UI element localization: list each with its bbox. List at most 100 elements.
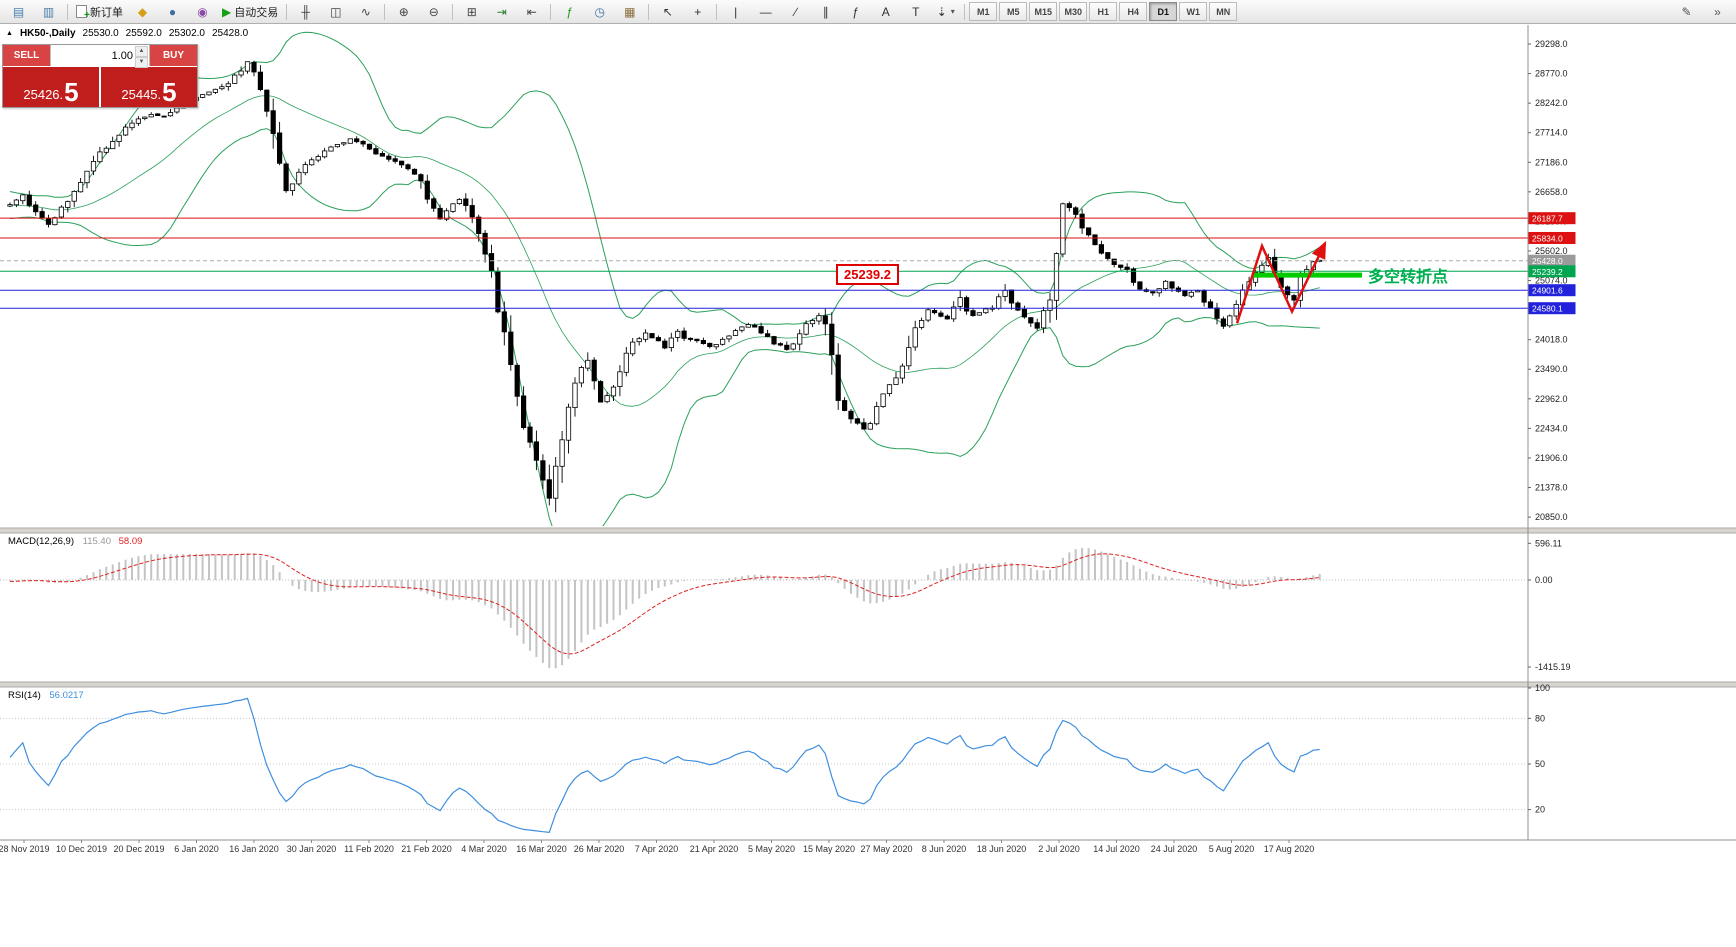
fibonacci-icon: ƒ xyxy=(852,4,860,19)
date-label: 5 May 2020 xyxy=(748,844,795,854)
date-label: 24 Jul 2020 xyxy=(1151,844,1198,854)
price-callout[interactable]: 25239.2 xyxy=(836,264,899,285)
line-chart-icon: ∿ xyxy=(360,4,371,19)
horizontal-line-icon[interactable]: — xyxy=(751,1,780,23)
volume-input[interactable] xyxy=(51,45,149,66)
bollinger-middle-line xyxy=(9,95,1320,407)
rsi-name: RSI(14) xyxy=(8,690,41,701)
price-tag xyxy=(1528,231,1576,244)
price-scale[interactable] xyxy=(1528,25,1736,840)
timeframe-m30[interactable]: M30 xyxy=(1059,2,1088,21)
toolbar-separator xyxy=(716,3,718,20)
price-tick-label: 25074.0 xyxy=(1535,276,1568,286)
price-tick-label: 21378.0 xyxy=(1535,483,1568,493)
date-label: 28 Nov 2019 xyxy=(0,844,50,854)
price-tick-label: 22434.0 xyxy=(1535,423,1568,433)
fibonacci-icon[interactable]: ƒ xyxy=(841,1,870,23)
zoom-in-icon[interactable]: ⊕ xyxy=(389,1,418,23)
chart-shift-icon[interactable]: ⇤ xyxy=(517,1,546,23)
price-tick-label: 28770.0 xyxy=(1535,69,1568,79)
timeframe-h1[interactable]: H1 xyxy=(1089,2,1118,21)
new-order-icon: + xyxy=(76,5,90,21)
price-tag xyxy=(1528,254,1576,267)
date-label: 10 Dec 2019 xyxy=(56,844,107,854)
tile-windows-icon: ⊞ xyxy=(466,4,477,19)
periods-icon: ◷ xyxy=(594,4,605,19)
line-chart-icon[interactable]: ∿ xyxy=(351,1,380,23)
sell-button[interactable]: SELL xyxy=(3,45,50,66)
price-tick-label: 24018.0 xyxy=(1535,335,1568,345)
data-window-icon[interactable]: ◉ xyxy=(188,1,217,23)
bollinger-upper-line xyxy=(9,31,1320,326)
date-label: 16 Jan 2020 xyxy=(229,844,279,854)
date-label: 18 Jun 2020 xyxy=(977,844,1027,854)
ohlc-bars-icon[interactable]: ╫ xyxy=(291,1,320,23)
sell-price[interactable]: 25426. 5 xyxy=(3,67,101,107)
price-tag-text: 24580.1 xyxy=(1532,304,1563,314)
ohlc-close: 25428.0 xyxy=(211,28,249,39)
new-order-button-label: 新订单 xyxy=(90,6,123,19)
text-icon: A xyxy=(881,4,890,19)
panel-splitter[interactable] xyxy=(0,528,1736,533)
price-tick-label: 20850.0 xyxy=(1535,512,1568,522)
market-watch-icon[interactable]: ● xyxy=(158,1,187,23)
metaeditor-icon[interactable]: ◆ xyxy=(128,1,157,23)
volume-spin-down[interactable]: ▼ xyxy=(135,57,148,68)
panel-splitter[interactable] xyxy=(0,682,1736,687)
new-chart-icon[interactable]: ▤ xyxy=(4,1,33,23)
timeframe-m15[interactable]: M15 xyxy=(1029,2,1058,21)
cursor-icon[interactable]: ↖ xyxy=(653,1,682,23)
text-label-icon[interactable]: T xyxy=(901,1,930,23)
toolbar-more-icon[interactable]: » xyxy=(1703,1,1732,23)
zigzag-arrow[interactable] xyxy=(1235,240,1327,324)
auto-scroll-icon[interactable]: ⇥ xyxy=(487,1,516,23)
price-tag-text: 25239.2 xyxy=(1532,267,1563,277)
bollinger-bands xyxy=(9,31,1320,526)
zoom-out-icon[interactable]: ⊖ xyxy=(419,1,448,23)
price-tag xyxy=(1528,212,1576,225)
autotrading-button[interactable]: ▶ 自动交易 xyxy=(218,1,282,23)
zoom-in-icon: ⊕ xyxy=(398,4,409,19)
tile-windows-icon[interactable]: ⊞ xyxy=(457,1,486,23)
sell-price-big: 5 xyxy=(64,76,79,107)
text-icon[interactable]: A xyxy=(871,1,900,23)
volume-spin-up[interactable]: ▲ xyxy=(135,46,148,57)
timeframe-w1[interactable]: W1 xyxy=(1179,2,1208,21)
indicators-icon[interactable]: ƒ xyxy=(555,1,584,23)
bollinger-lower-line xyxy=(9,128,1320,526)
crosshair-icon[interactable]: + xyxy=(683,1,712,23)
templates-icon[interactable]: ▦ xyxy=(615,1,644,23)
arrows-icon[interactable]: ⇣ ▾ xyxy=(931,1,960,23)
timeframe-m1[interactable]: M1 xyxy=(969,2,998,21)
date-label: 15 May 2020 xyxy=(803,844,855,854)
turning-point-label[interactable]: 多空转折点 xyxy=(1368,269,1449,286)
candlestick-chart-icon[interactable]: ◫ xyxy=(321,1,350,23)
buy-price[interactable]: 25445. 5 xyxy=(101,67,197,107)
buy-button[interactable]: BUY xyxy=(150,45,197,66)
horizontal-line-icon: — xyxy=(759,4,772,19)
buy-price-small: 25445. xyxy=(121,87,162,103)
date-label: 20 Dec 2019 xyxy=(113,844,164,854)
timeframe-mn[interactable]: MN xyxy=(1209,2,1238,21)
timeframe-m5[interactable]: M5 xyxy=(999,2,1028,21)
new-order-button[interactable]: + 新订单 xyxy=(72,1,127,23)
price-tick-label: 22962.0 xyxy=(1535,394,1568,404)
timeframe-h4[interactable]: H4 xyxy=(1119,2,1148,21)
quick-edit-icon[interactable]: ✎ xyxy=(1672,1,1701,23)
ohlc-open: 25530.0 xyxy=(82,28,119,39)
auto-scroll-icon: ⇥ xyxy=(496,4,507,19)
sell-price-small: 25426. xyxy=(23,87,64,103)
channel-icon[interactable]: ∥ xyxy=(811,1,840,23)
new-chart-icon: ▤ xyxy=(12,4,25,19)
timeframe-d1[interactable]: D1 xyxy=(1149,2,1178,21)
rsi-tick-label: 80 xyxy=(1535,713,1545,723)
one-click-trading-panel: SELL ▲ ▼ BUY 25426. 5 25445. 5 xyxy=(2,44,198,108)
chart-profiles-icon[interactable]: ▥ xyxy=(34,1,63,23)
vertical-line-icon[interactable]: | xyxy=(721,1,750,23)
trendline-icon[interactable]: ∕ xyxy=(781,1,810,23)
collapse-arrow[interactable]: ▲ xyxy=(6,30,13,37)
periods-icon[interactable]: ◷ xyxy=(585,1,614,23)
time-scale[interactable] xyxy=(0,840,1528,856)
rsi-tick-label: 100 xyxy=(1535,683,1550,693)
